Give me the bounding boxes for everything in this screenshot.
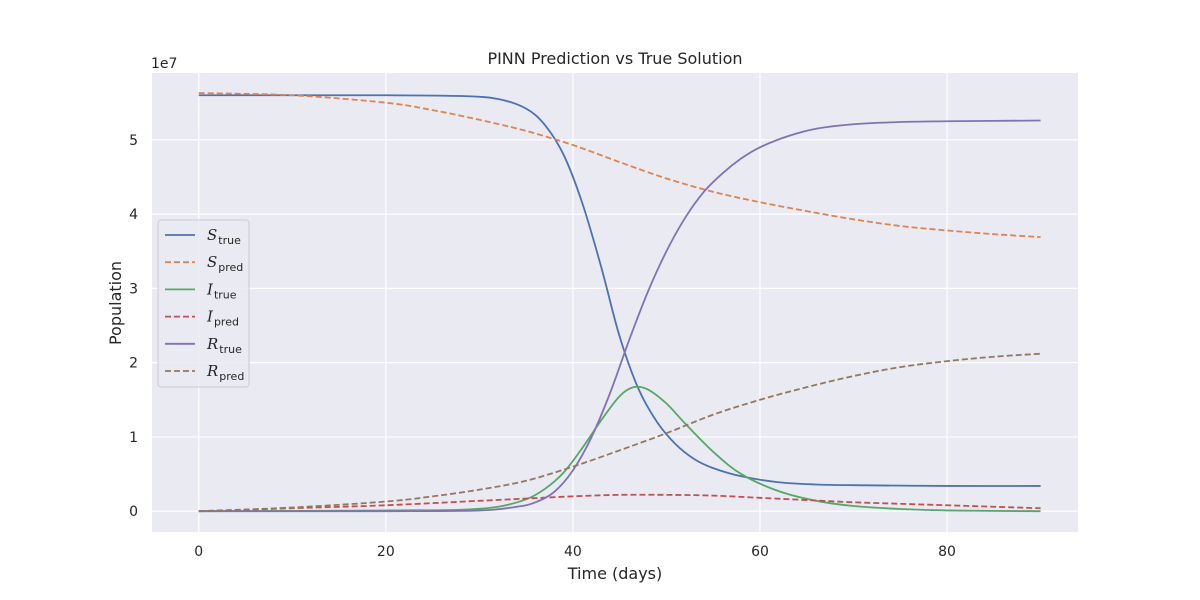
y-tick-label: 3 xyxy=(129,281,138,297)
x-tick-label: 60 xyxy=(751,544,769,560)
x-tick-label: 80 xyxy=(938,544,956,560)
legend-entry: Spred xyxy=(165,253,243,274)
legend-entry: Rtrue xyxy=(165,335,242,356)
series-line-i-pred xyxy=(198,493,1041,513)
y-tick-label: 0 xyxy=(129,504,138,520)
legend-box xyxy=(157,219,250,388)
series-line-r-true xyxy=(198,119,1041,513)
series-lines xyxy=(198,92,1041,513)
series-line-i-true xyxy=(198,385,1041,513)
y-axis-scale-label: 1e7 xyxy=(151,56,177,72)
legend-label: Ipred xyxy=(206,308,239,329)
x-tick-label: 40 xyxy=(564,544,582,560)
legend-label: Rtrue xyxy=(206,335,242,356)
plot-area xyxy=(152,73,1078,532)
y-axis-label: Population xyxy=(106,261,125,345)
legend-entry: Itrue xyxy=(165,280,237,301)
legend-label: Rpred xyxy=(206,362,244,383)
legend-label: Spred xyxy=(207,253,243,274)
y-tick-label: 4 xyxy=(129,207,138,223)
y-axis-ticks: 0 1 2 3 4 5 xyxy=(129,133,138,520)
x-axis-label: Time (days) xyxy=(567,564,663,583)
x-tick-label: 0 xyxy=(194,544,203,560)
legend-label: Strue xyxy=(207,226,241,247)
series-line-s-true xyxy=(198,94,1041,487)
x-axis-ticks: 0 20 40 60 80 xyxy=(194,544,956,560)
legend-entry: Rpred xyxy=(165,362,244,383)
legend-entry: Strue xyxy=(165,226,241,247)
series-line-s-pred xyxy=(198,92,1041,239)
y-tick-label: 1 xyxy=(129,430,138,446)
x-tick-label: 20 xyxy=(377,544,395,560)
legend: Strue Spred Itrue Ipred Rtrue Rpred xyxy=(157,219,250,388)
legend-label: Itrue xyxy=(206,280,237,301)
y-tick-label: 2 xyxy=(129,356,138,372)
chart-title: PINN Prediction vs True Solution xyxy=(487,49,742,68)
y-tick-label: 5 xyxy=(129,133,138,149)
legend-entry: Ipred xyxy=(165,308,239,329)
series-line-r-pred xyxy=(198,352,1041,513)
